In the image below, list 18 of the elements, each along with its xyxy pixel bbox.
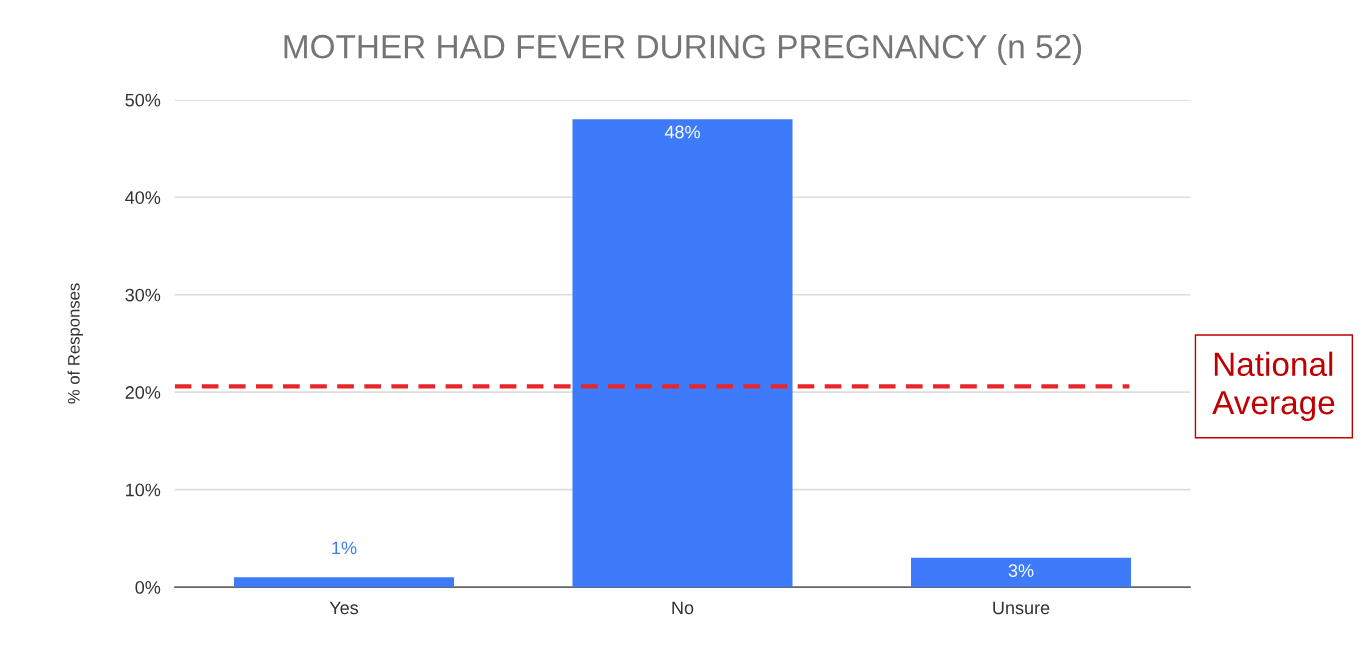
x-tick-label: No <box>672 601 694 615</box>
chart-title: MOTHER HAD FEVER DURING PREGNANCY (n 52) <box>284 33 1082 66</box>
y-tick-label: 40% <box>125 191 161 204</box>
x-tick-label: Unsure <box>993 601 1050 615</box>
ref-line-label: National Average <box>1212 351 1335 422</box>
data-label: 1% <box>332 541 357 555</box>
y-tick-label: 10% <box>126 483 161 497</box>
data-label: 48% <box>664 125 700 139</box>
y-tick-label: 50% <box>125 93 161 107</box>
y-tick-label: 20% <box>125 386 161 399</box>
bar <box>911 557 1132 588</box>
y-tick-label: 30% <box>125 288 161 302</box>
y-axis-title: % of Responses <box>67 283 84 404</box>
y-tick-label: 0% <box>135 581 161 594</box>
x-tick-label: Yes <box>329 601 359 615</box>
data-label: 3% <box>1008 564 1034 577</box>
bar <box>233 577 454 588</box>
bar <box>572 119 793 588</box>
